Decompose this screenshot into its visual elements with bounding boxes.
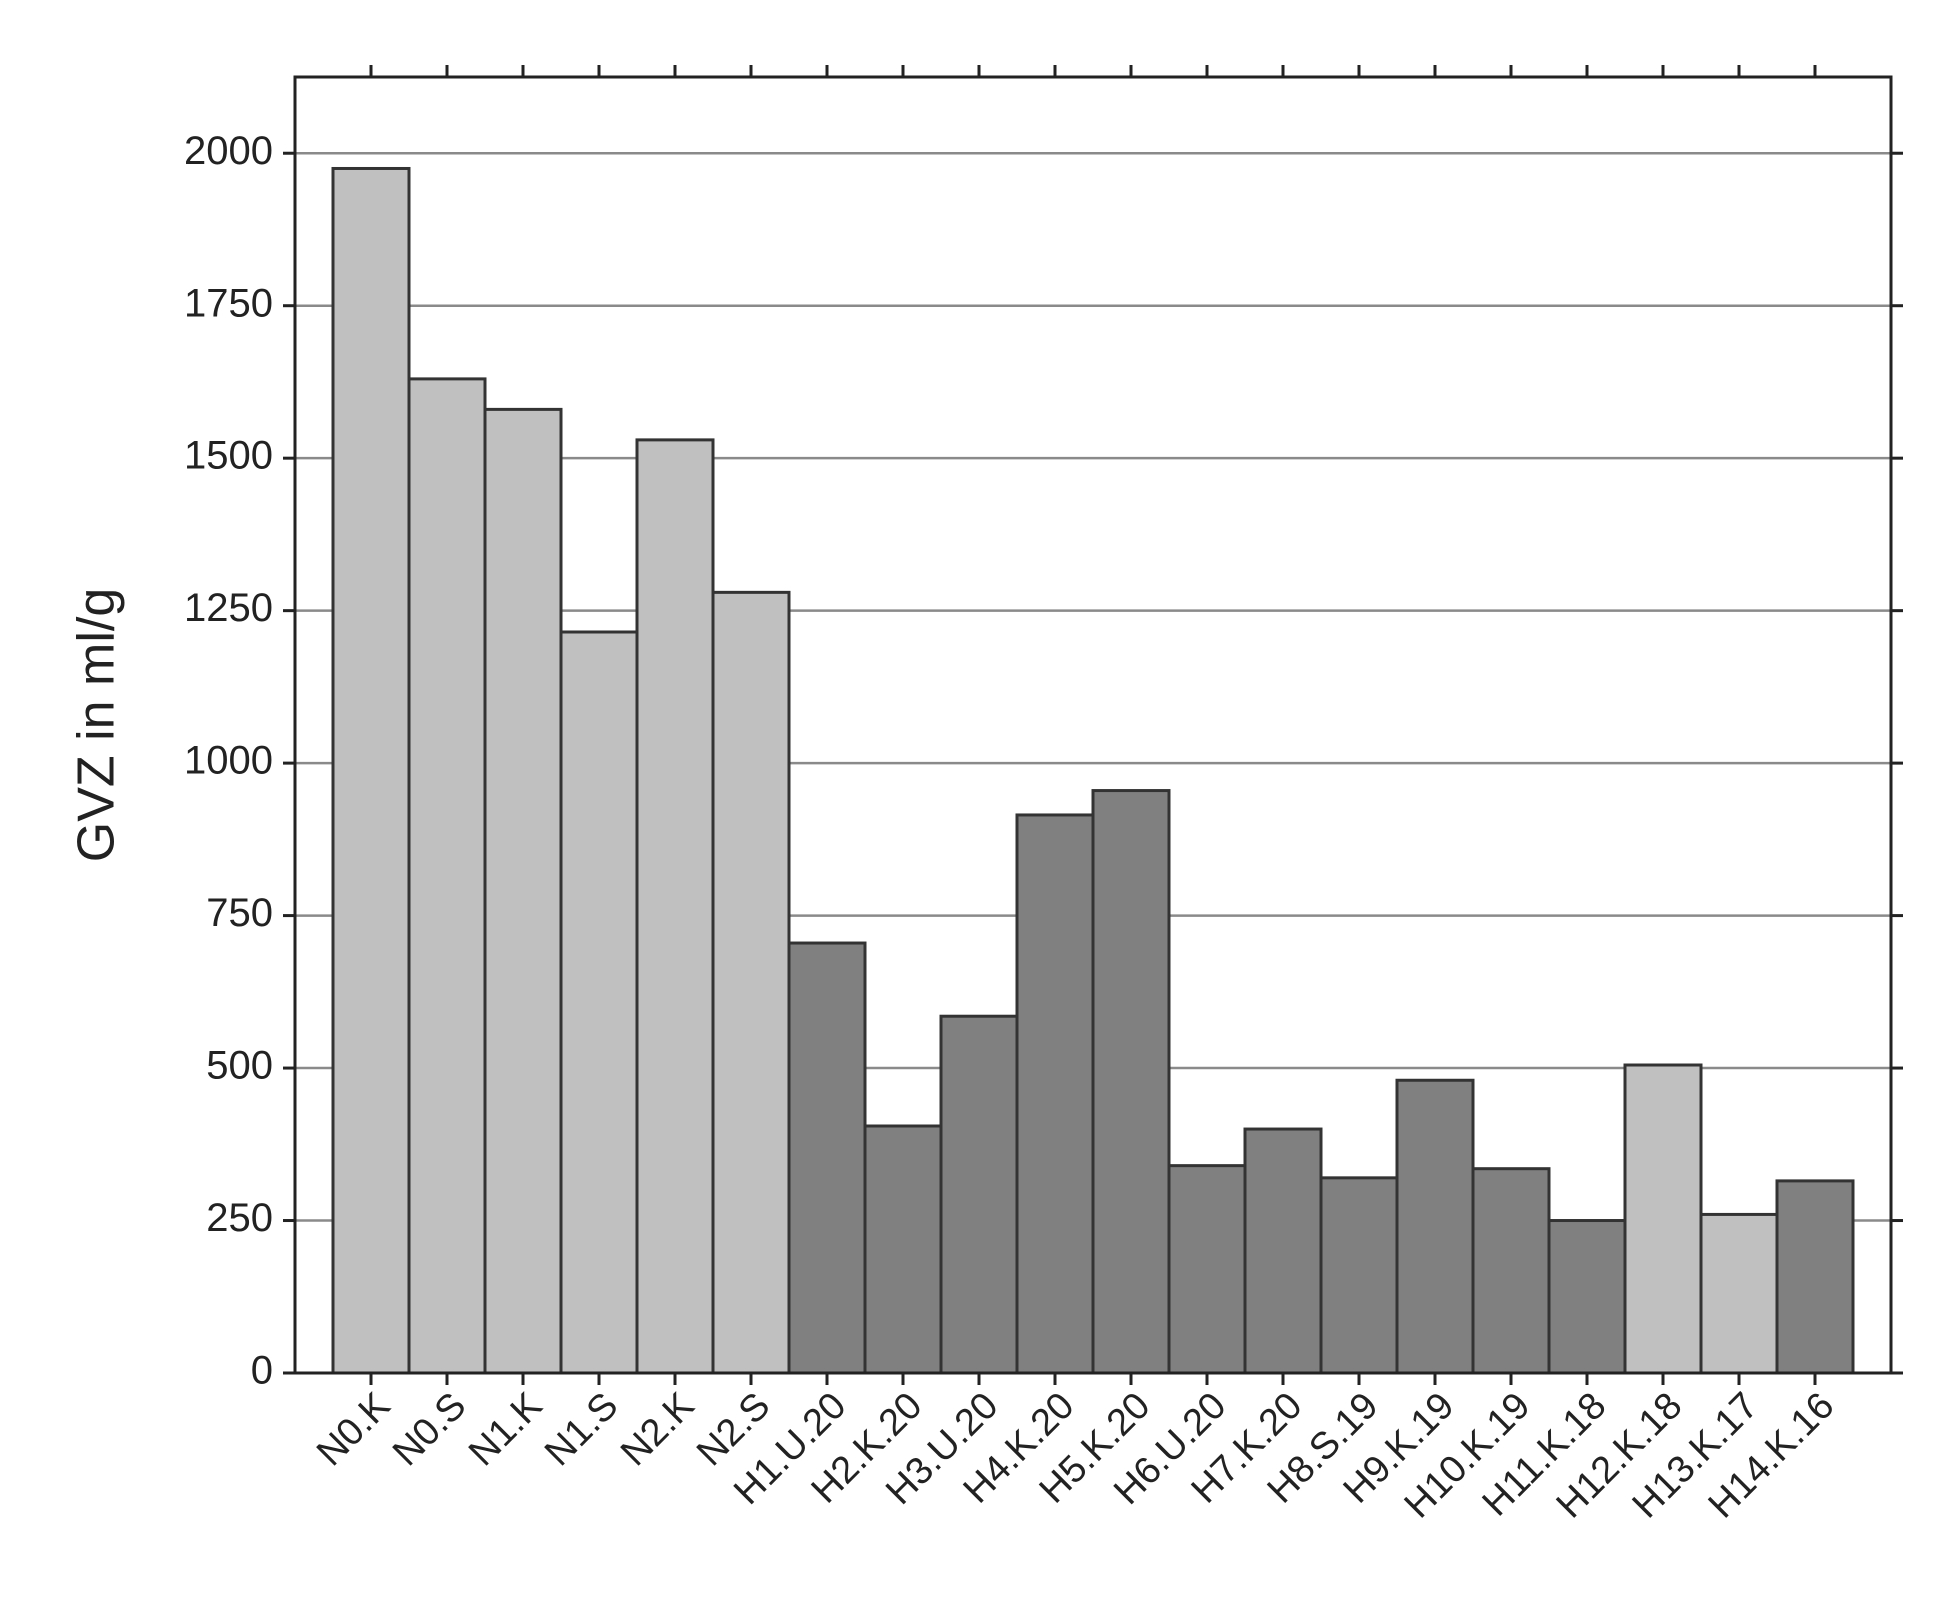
bar — [1395, 1078, 1475, 1375]
bar — [863, 1124, 943, 1375]
y-tick-label: 1750 — [184, 281, 273, 325]
x-tick-label: N0.K — [309, 1385, 398, 1474]
bar — [407, 377, 487, 1375]
y-tick-label: 500 — [206, 1044, 273, 1088]
y-tick-label: 750 — [206, 891, 273, 935]
y-tick-label: 250 — [206, 1196, 273, 1240]
x-tick-label: N1.S — [537, 1385, 626, 1474]
bar — [1699, 1212, 1779, 1375]
bar — [1623, 1063, 1703, 1375]
bar — [1091, 789, 1171, 1375]
bar — [1167, 1164, 1247, 1375]
bar — [1015, 813, 1095, 1375]
bar — [1319, 1176, 1399, 1375]
y-tick-label: 1500 — [184, 434, 273, 478]
bar — [635, 438, 715, 1375]
x-tick-label: N1.K — [461, 1385, 550, 1474]
y-tick-label: 1250 — [184, 586, 273, 630]
bar — [711, 590, 791, 1375]
bar — [1471, 1167, 1551, 1375]
bar — [483, 407, 563, 1375]
bar — [787, 941, 867, 1375]
y-axis-label: GVZ in ml/g — [68, 588, 126, 863]
bar — [1775, 1179, 1855, 1375]
y-tick-label: 2000 — [184, 129, 273, 173]
y-tick-label: 1000 — [184, 739, 273, 783]
y-tick-label: 0 — [251, 1349, 273, 1393]
plot-frame — [293, 75, 1893, 1375]
bar — [559, 630, 639, 1375]
x-tick-label: N0.S — [385, 1385, 474, 1474]
bar — [939, 1014, 1019, 1375]
bar — [331, 166, 411, 1375]
x-tick-label: N2.K — [613, 1385, 702, 1474]
bar — [1243, 1127, 1323, 1375]
bar — [1547, 1219, 1627, 1375]
